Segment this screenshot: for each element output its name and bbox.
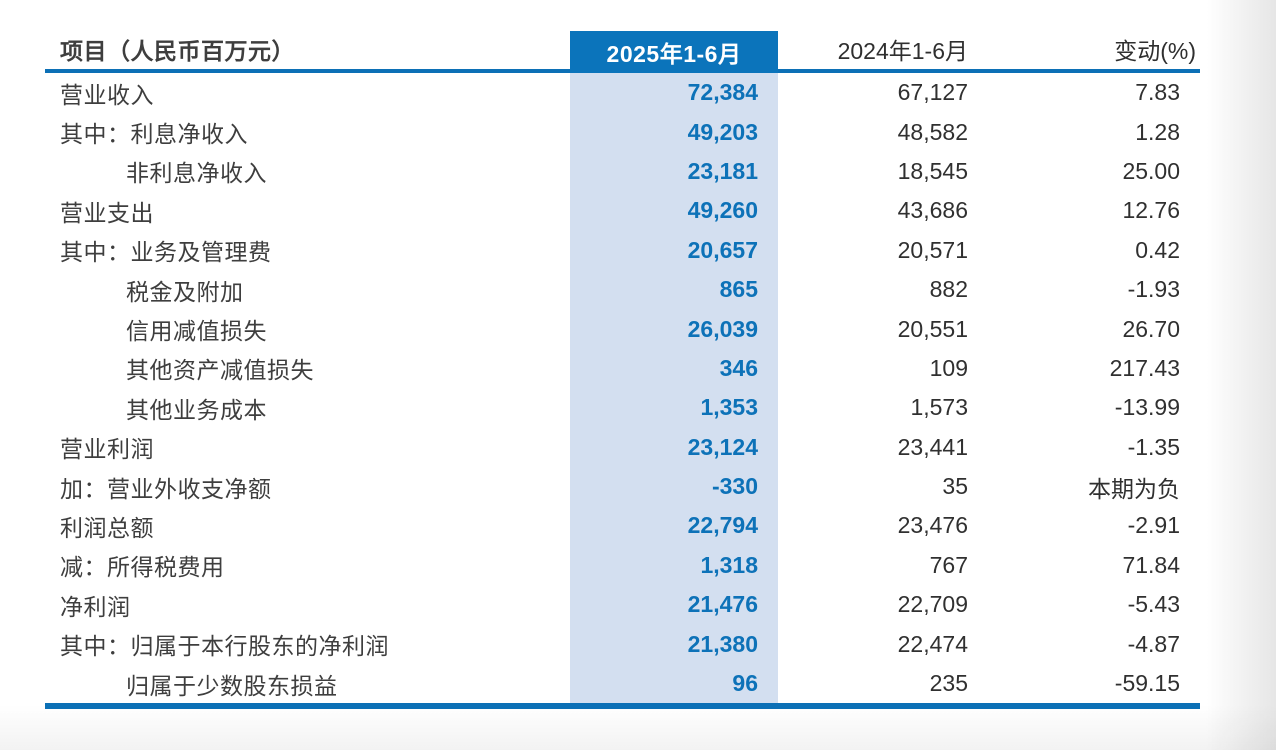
value-change: 25.00 (1122, 157, 1180, 184)
income-statement-table: 项目（人民币百万元） 2024年1-6月 变动(%) 2025年1-6月 营业收… (45, 28, 1200, 710)
value-2025: 865 (570, 269, 778, 310)
value-2025: 1,318 (570, 545, 778, 586)
value-2024: 882 (929, 276, 968, 303)
table-row: 税金及附加 865 882 -1.93 (45, 269, 1200, 310)
table-row: 归属于少数股东损益 96 235 -59.15 (45, 663, 1200, 704)
value-2024: 35 (942, 473, 968, 500)
row-label: 归属于少数股东损益 (126, 672, 338, 699)
value-2025: 22,794 (570, 506, 778, 546)
value-2024: 67,127 (897, 79, 968, 106)
value-2024: 20,551 (897, 315, 968, 342)
value-2024: 20,571 (897, 236, 968, 263)
row-label: 加：营业外收支净额 (60, 475, 272, 502)
value-change: 7.83 (1135, 79, 1180, 106)
value-change: -4.87 (1127, 630, 1180, 657)
value-2024: 43,686 (897, 197, 968, 224)
value-change: -1.35 (1127, 433, 1180, 460)
row-label: 净利润 (60, 593, 131, 620)
table-row: 营业利润 23,124 23,441 -1.35 (45, 427, 1200, 467)
table-row: 其中：利息净收入 49,203 48,582 1.28 (45, 112, 1200, 152)
value-2024: 109 (929, 354, 968, 381)
row-label: 税金及附加 (126, 278, 244, 305)
row-label: 营业支出 (60, 199, 154, 226)
value-change: -13.99 (1114, 394, 1180, 421)
row-label: 其他业务成本 (126, 396, 267, 423)
column-header-2025: 2025年1-6月 (570, 31, 778, 73)
row-label: 营业收入 (60, 81, 154, 108)
value-2025: 49,203 (570, 112, 778, 152)
value-change: 217.43 (1109, 354, 1180, 381)
row-label: 其中：业务及管理费 (60, 239, 272, 266)
row-label: 信用减值损失 (126, 318, 267, 345)
row-label: 其中：利息净收入 (60, 121, 248, 148)
value-2025: 72,384 (570, 73, 778, 113)
value-2025: 346 (570, 348, 778, 389)
table-row: 其他资产减值损失 346 109 217.43 (45, 348, 1200, 389)
column-header-2024: 2024年1-6月 (837, 37, 968, 64)
value-2024: 23,476 (897, 512, 968, 539)
value-change: 1.28 (1135, 118, 1180, 145)
table-row: 净利润 21,476 22,709 -5.43 (45, 585, 1200, 625)
value-2025: 96 (570, 663, 778, 704)
row-label: 其中：归属于本行股东的净利润 (60, 633, 389, 660)
table-body: 营业收入 72,384 67,127 7.83 其中：利息净收入 49,203 48,582… (45, 73, 1200, 710)
table-row: 减：所得税费用 1,318 767 71.84 (45, 545, 1200, 586)
table-row: 非利息净收入 23,181 18,545 25.00 (45, 151, 1200, 192)
value-change: -59.15 (1114, 670, 1180, 697)
table-header-row: 项目（人民币百万元） 2024年1-6月 变动(%) 2025年1-6月 (45, 28, 1200, 73)
row-label: 其他资产减值损失 (126, 357, 314, 384)
column-header-change: 变动(%) (1114, 37, 1196, 64)
value-change: 12.76 (1122, 197, 1180, 224)
table-row: 其他业务成本 1,353 1,573 -13.99 (45, 388, 1200, 428)
value-change: 26.70 (1122, 315, 1180, 342)
value-2024: 235 (929, 670, 968, 697)
value-2025: 49,260 (570, 191, 778, 231)
table-row: 其中：业务及管理费 20,657 20,571 0.42 (45, 230, 1200, 270)
value-change: 71.84 (1122, 551, 1180, 578)
table-row: 加：营业外收支净额 -330 35 本期为负 (45, 466, 1200, 507)
row-label: 减：所得税费用 (60, 554, 225, 581)
table-row: 信用减值损失 26,039 20,551 26.70 (45, 309, 1200, 349)
row-label: 非利息净收入 (126, 160, 267, 187)
value-2025: 23,124 (570, 427, 778, 467)
value-2024: 22,474 (897, 630, 968, 657)
value-2025: 26,039 (570, 309, 778, 349)
table-row: 营业支出 49,260 43,686 12.76 (45, 191, 1200, 231)
value-2024: 22,709 (897, 591, 968, 618)
column-header-item: 项目（人民币百万元） (60, 37, 295, 64)
row-label: 利润总额 (60, 514, 154, 541)
value-change: -1.93 (1127, 276, 1180, 303)
table-row: 营业收入 72,384 67,127 7.83 (45, 73, 1200, 113)
value-2025: 23,181 (570, 151, 778, 192)
value-2024: 18,545 (897, 157, 968, 184)
value-change: -5.43 (1127, 591, 1180, 618)
value-2024: 767 (929, 551, 968, 578)
value-2025: 21,380 (570, 624, 778, 664)
table-row: 利润总额 22,794 23,476 -2.91 (45, 506, 1200, 546)
value-2024: 1,573 (910, 394, 968, 421)
value-change: 本期为负 (1088, 475, 1180, 502)
table-row: 其中：归属于本行股东的净利润 21,380 22,474 -4.87 (45, 624, 1200, 664)
value-2025: 20,657 (570, 230, 778, 270)
value-change: -2.91 (1127, 512, 1180, 539)
value-change: 0.42 (1135, 236, 1180, 263)
row-label: 营业利润 (60, 436, 154, 463)
value-2024: 48,582 (897, 118, 968, 145)
value-2025: 21,476 (570, 585, 778, 625)
value-2025: 1,353 (570, 388, 778, 428)
value-2025: -330 (570, 466, 778, 507)
value-2024: 23,441 (897, 433, 968, 460)
